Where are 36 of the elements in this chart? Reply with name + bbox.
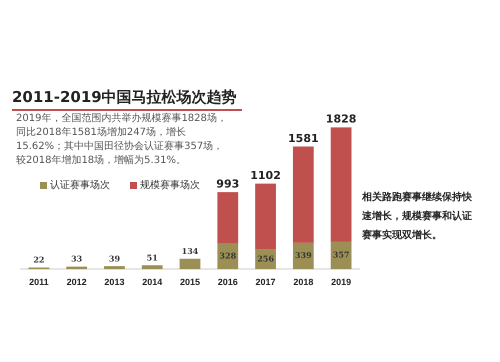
x-tick-label: 2019: [331, 277, 352, 288]
total-label: 1102: [250, 169, 281, 182]
data-label: 328: [219, 250, 237, 261]
data-label: 256: [257, 253, 274, 264]
x-tick-label: 2014: [142, 277, 162, 288]
x-tick-label: 2017: [256, 277, 276, 288]
total-label: 993: [216, 178, 240, 191]
x-tick-label: 2018: [293, 277, 314, 288]
bar: [255, 184, 276, 250]
x-tick-label: 2016: [218, 277, 238, 288]
chart-title: 2011-2019中国马拉松场次趋势: [12, 88, 242, 111]
bar: [330, 241, 352, 270]
bar: [330, 127, 352, 242]
x-tick-label: 2013: [104, 277, 124, 288]
data-label: 51: [146, 252, 158, 262]
text: 相关路跑赛事继续保持快速增长，规模赛事和认证赛事实现双增长。: [362, 190, 473, 243]
bar: [292, 146, 314, 243]
data-label: 134: [182, 246, 199, 256]
data-label: 357: [332, 249, 350, 260]
total-label: 1828: [326, 112, 356, 126]
x-tick-label: 2012: [66, 277, 87, 288]
data-label: 339: [294, 250, 312, 260]
x-tick-label: 2011: [29, 277, 49, 288]
legend-label: 认证赛事场次: [49, 178, 110, 192]
bar: [180, 258, 200, 270]
text: 2019年，全国范围内共举办规模赛事1828场，同比2018年1581场增加247场，增长15.62%；其中中国田径协会认证赛事357场，较2018年增加18场，增幅为5.31%。: [16, 112, 228, 168]
bar: [217, 192, 238, 244]
data-label: 39: [108, 253, 120, 264]
bar: [104, 266, 125, 270]
bar: [142, 265, 163, 270]
bar: [66, 266, 88, 270]
data-label: 33: [71, 254, 83, 264]
legend-label: 规模赛事场次: [139, 178, 200, 192]
x-tick-label: 2015: [180, 277, 200, 288]
data-label: 22: [33, 254, 44, 265]
total-label: 1581: [288, 132, 319, 145]
